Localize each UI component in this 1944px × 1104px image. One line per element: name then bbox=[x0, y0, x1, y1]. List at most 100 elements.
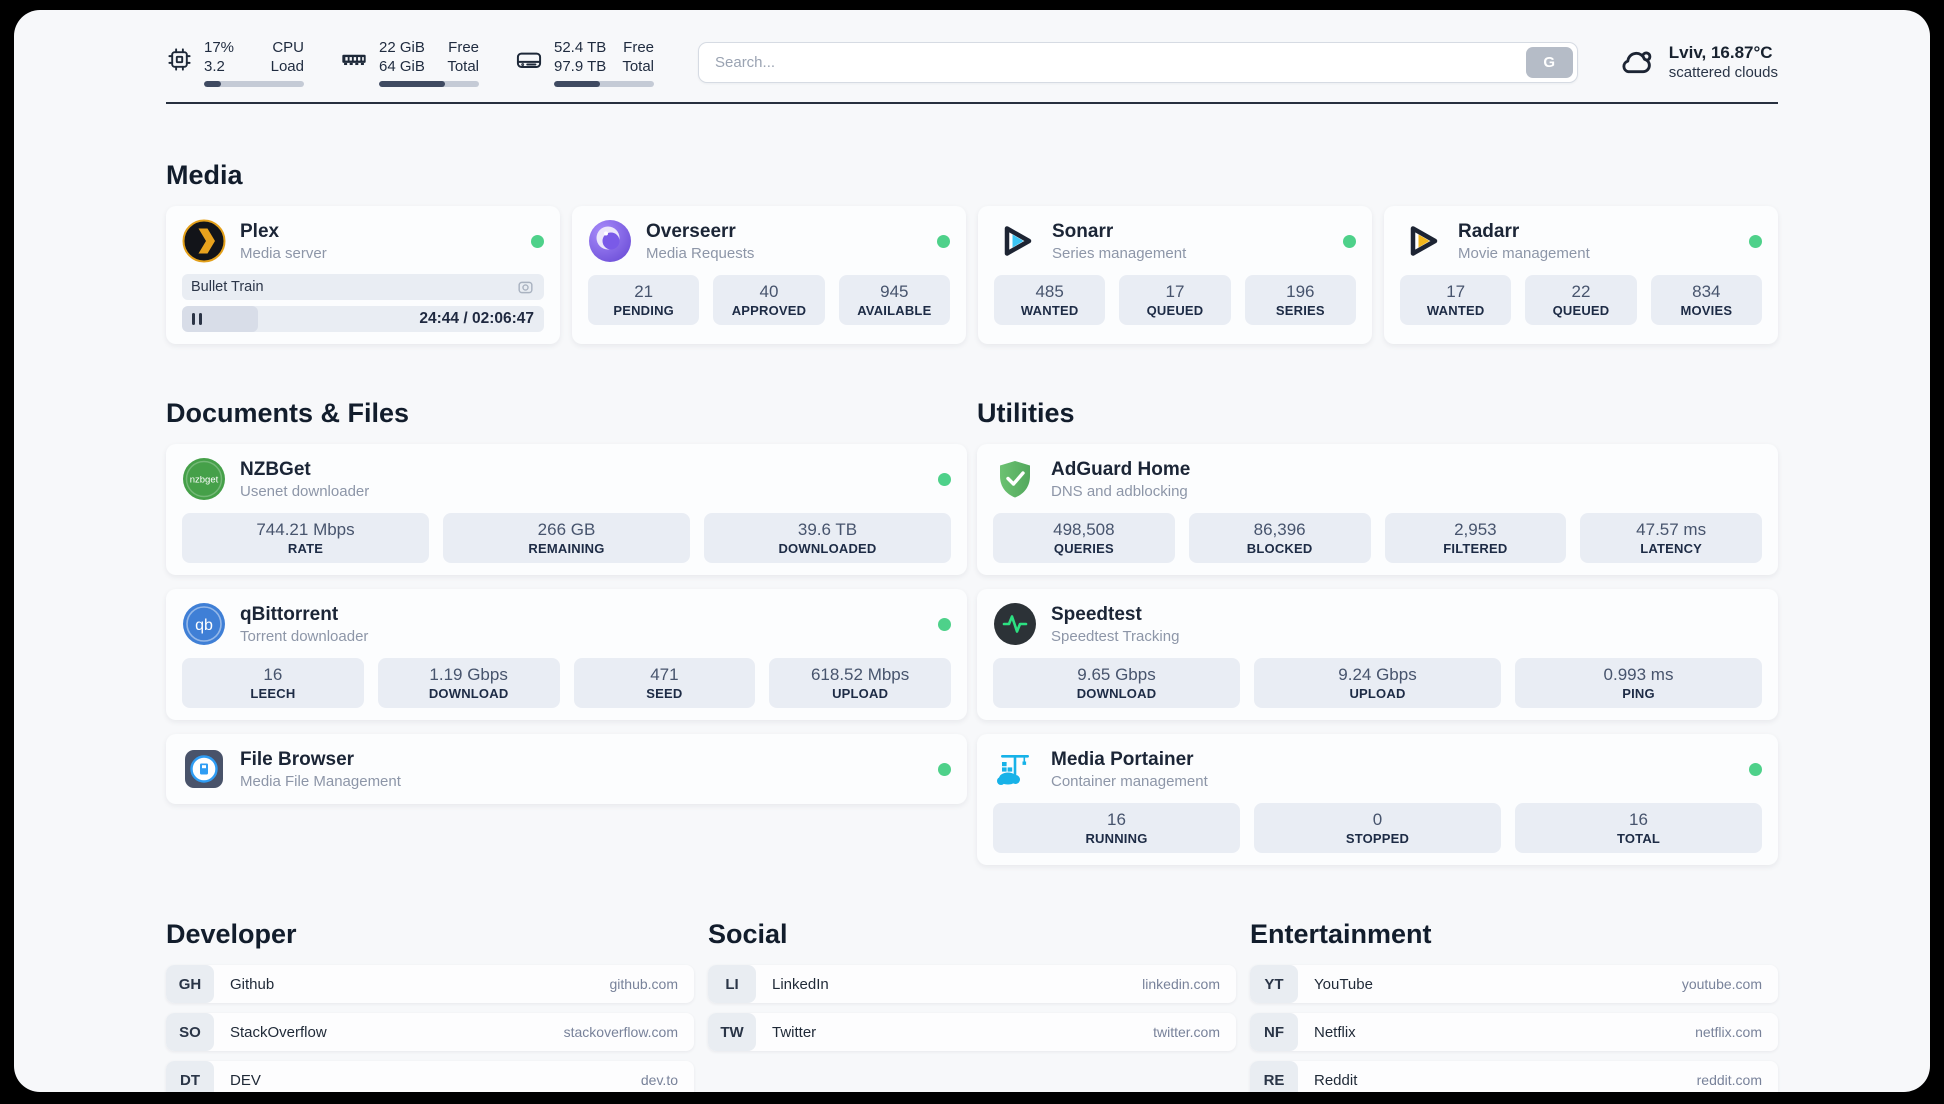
app-name: Radarr bbox=[1458, 220, 1520, 242]
status-online-dot bbox=[1343, 234, 1356, 248]
memory-stat: 22 GiB 64 GiB Free Total bbox=[340, 38, 479, 87]
memory-free-value: 22 GiB bbox=[379, 39, 425, 56]
bookmark-badge: LI bbox=[708, 965, 756, 1003]
bookmark-domain: stackoverflow.com bbox=[563, 1024, 678, 1040]
stat-box: 498,508 QUERIES bbox=[993, 513, 1175, 563]
section-title-utilities: Utilities bbox=[977, 398, 1075, 428]
app-card-qbittorrent[interactable]: qb qBittorrent Torrent downloader 16 bbox=[166, 589, 967, 720]
top-bar: 17% 3.2 CPU Load bbox=[166, 38, 1778, 87]
app-card-filebrowser[interactable]: File Browser Media File Management bbox=[166, 734, 967, 804]
cpu-load-value: 3.2 bbox=[204, 58, 225, 75]
app-name: Plex bbox=[240, 220, 280, 242]
overseerr-icon bbox=[589, 220, 631, 262]
app-subtitle: Series management bbox=[1052, 244, 1187, 262]
disk-free-value: 52.4 TB bbox=[554, 39, 607, 56]
app-card-sonarr[interactable]: Sonarr Series management 485 WANTED 17 Q… bbox=[978, 206, 1372, 344]
system-stats: 17% 3.2 CPU Load bbox=[166, 38, 654, 87]
google-search-button[interactable]: G bbox=[1525, 47, 1573, 78]
bookmark-domain: twitter.com bbox=[1153, 1024, 1220, 1040]
memory-total-value: 64 GiB bbox=[379, 58, 425, 75]
stat-box: 1.19 Gbps DOWNLOAD bbox=[377, 658, 560, 708]
bookmark-reddit[interactable]: RE Reddit reddit.com bbox=[1250, 1061, 1778, 1092]
app-subtitle: Speedtest Tracking bbox=[1051, 627, 1180, 645]
bookmark-youtube[interactable]: YT YouTube youtube.com bbox=[1250, 965, 1778, 1003]
bookmark-netflix[interactable]: NF Netflix netflix.com bbox=[1250, 1013, 1778, 1051]
disk-progress-bar bbox=[554, 81, 654, 87]
plex-icon bbox=[182, 219, 226, 263]
stat-box: 945 AVAILABLE bbox=[838, 275, 950, 325]
app-card-radarr[interactable]: Radarr Movie management 17 WANTED 22 QUE… bbox=[1384, 206, 1778, 344]
app-subtitle: Torrent downloader bbox=[240, 627, 369, 645]
app-name: Overseerr bbox=[646, 220, 736, 242]
bookmark-name: Reddit bbox=[1314, 1071, 1358, 1089]
stat-box: 471 SEED bbox=[573, 658, 756, 708]
stat-box: 2,953 FILTERED bbox=[1384, 513, 1567, 563]
weather-widget: Lviv, 16.87°C scattered clouds bbox=[1618, 42, 1778, 83]
bookmark-name: DEV bbox=[230, 1071, 261, 1089]
stat-box: 9.65 Gbps DOWNLOAD bbox=[993, 658, 1240, 708]
bookmark-name: Github bbox=[230, 975, 275, 993]
nzbget-icon: nzbget bbox=[183, 458, 225, 500]
bookmark-linkedin[interactable]: LI LinkedIn linkedin.com bbox=[708, 965, 1236, 1003]
now-playing-title: Bullet Train bbox=[191, 279, 264, 295]
cpu-percent: 17% bbox=[204, 39, 235, 56]
bookmark-twitter[interactable]: TW Twitter twitter.com bbox=[708, 1013, 1236, 1051]
bookmark-name: LinkedIn bbox=[772, 975, 829, 993]
cpu-chip-icon bbox=[168, 48, 191, 71]
stat-box: 40 APPROVED bbox=[713, 275, 825, 325]
bookmark-badge: NF bbox=[1250, 1013, 1298, 1051]
memory-free-label: Free bbox=[448, 39, 479, 56]
stat-box: 0 STOPPED bbox=[1254, 803, 1501, 853]
now-playing-row: Bullet Train bbox=[182, 274, 544, 300]
app-card-portainer[interactable]: Media Portainer Container management 16 … bbox=[977, 734, 1778, 865]
pause-icon[interactable] bbox=[192, 313, 203, 325]
section-title-developer: Developer bbox=[166, 919, 297, 949]
app-card-nzbget[interactable]: nzbget NZBGet Usenet downloader 744.21 M… bbox=[166, 444, 967, 575]
bookmark-name: Netflix bbox=[1314, 1023, 1356, 1041]
section-title-social: Social bbox=[708, 919, 788, 949]
bookmark-domain: reddit.com bbox=[1696, 1072, 1762, 1088]
playback-progress-bar[interactable]: 24:44 / 02:06:47 bbox=[182, 306, 544, 332]
status-online-dot bbox=[937, 234, 950, 248]
adguard-icon bbox=[1000, 461, 1030, 498]
sonarr-icon bbox=[1004, 226, 1032, 256]
cloud-icon bbox=[1622, 51, 1652, 73]
stat-box: 21 PENDING bbox=[588, 275, 700, 325]
app-card-plex[interactable]: Plex Media server Bullet Train bbox=[166, 206, 560, 344]
dashboard-panel: 17% 3.2 CPU Load bbox=[14, 10, 1930, 1092]
app-card-overseerr[interactable]: Overseerr Media Requests 21 PENDING 40 A… bbox=[572, 206, 966, 344]
header-divider bbox=[166, 102, 1778, 104]
bookmark-github[interactable]: GH Github github.com bbox=[166, 965, 694, 1003]
weather-condition: scattered clouds bbox=[1668, 64, 1778, 81]
cpu-progress-bar bbox=[204, 81, 304, 87]
disk-stat: 52.4 TB 97.9 TB Free Total bbox=[515, 38, 654, 87]
bookmark-name: YouTube bbox=[1314, 975, 1373, 993]
search-bar: G bbox=[698, 42, 1578, 83]
section-title-documents: Documents & Files bbox=[166, 398, 410, 428]
search-input[interactable] bbox=[698, 42, 1578, 83]
app-card-speedtest[interactable]: Speedtest Speedtest Tracking 9.65 Gbps D… bbox=[977, 589, 1778, 720]
bookmark-dev[interactable]: DT DEV dev.to bbox=[166, 1061, 694, 1092]
status-online-dot bbox=[1749, 234, 1762, 248]
bookmark-badge: RE bbox=[1250, 1061, 1298, 1092]
app-name: Speedtest bbox=[1051, 603, 1142, 625]
bookmark-name: StackOverflow bbox=[230, 1023, 327, 1041]
bookmark-domain: dev.to bbox=[640, 1072, 678, 1088]
app-card-adguard[interactable]: AdGuard Home DNS and adblocking 498,508 … bbox=[977, 444, 1778, 575]
section-title-entertainment: Entertainment bbox=[1250, 919, 1432, 949]
screenshot-icon[interactable] bbox=[516, 278, 535, 297]
bookmark-badge: SO bbox=[166, 1013, 214, 1051]
bookmark-domain: youtube.com bbox=[1681, 976, 1762, 992]
media-cards-row: Plex Media server Bullet Train bbox=[166, 206, 1778, 344]
bookmark-name: Twitter bbox=[772, 1023, 817, 1041]
weather-location-temp: Lviv, 16.87°C bbox=[1668, 43, 1773, 62]
stat-box: 485 WANTED bbox=[994, 275, 1106, 325]
disk-drive-icon bbox=[516, 52, 542, 68]
memory-total-label: Total bbox=[447, 58, 479, 75]
stat-box: 266 GB REMAINING bbox=[443, 513, 690, 563]
portainer-icon bbox=[997, 755, 1029, 785]
status-online-dot bbox=[938, 617, 951, 631]
stat-box: 16 RUNNING bbox=[993, 803, 1240, 853]
bookmark-stackoverflow[interactable]: SO StackOverflow stackoverflow.com bbox=[166, 1013, 694, 1051]
bookmark-domain: netflix.com bbox=[1695, 1024, 1762, 1040]
